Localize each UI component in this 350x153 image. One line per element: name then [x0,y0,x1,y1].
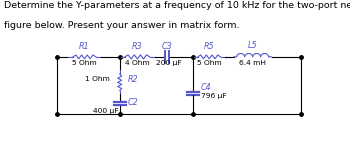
Text: figure below. Present your answer in matrix form.: figure below. Present your answer in mat… [4,21,239,30]
Text: C4: C4 [201,83,211,92]
Text: 1 Ohm: 1 Ohm [85,76,110,82]
Text: R1: R1 [79,42,90,51]
Text: C2: C2 [127,98,138,107]
Text: R3: R3 [132,42,143,51]
Text: L5: L5 [248,41,258,50]
Text: C3: C3 [162,42,173,51]
Text: 5 Ohm: 5 Ohm [72,60,97,67]
Text: 6.4 mH: 6.4 mH [239,60,266,67]
Text: Determine the Y-parameters at a frequency of 10 kHz for the two-port network sho: Determine the Y-parameters at a frequenc… [4,1,350,10]
Text: R5: R5 [204,42,215,51]
Text: 796 μF: 796 μF [201,93,226,99]
Text: 4 Ohm: 4 Ohm [125,60,150,67]
Text: 5 Ohm: 5 Ohm [197,60,222,67]
Text: R2: R2 [127,75,138,84]
Text: 200 μF: 200 μF [156,60,181,67]
Text: 400 μF: 400 μF [93,108,119,114]
